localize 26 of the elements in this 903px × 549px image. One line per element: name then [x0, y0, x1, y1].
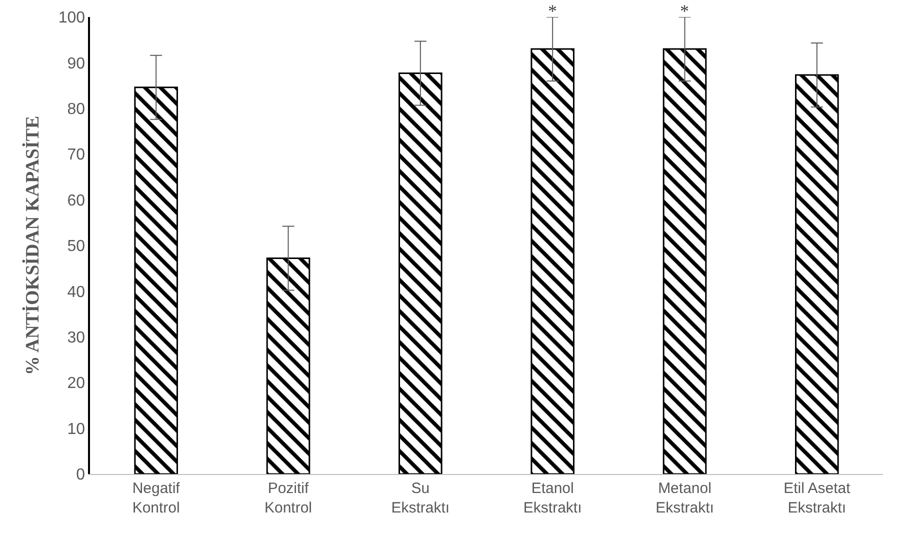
bar: [266, 258, 310, 474]
y-axis-title: % ANTİOKSİDAN KAPASİTE: [22, 116, 44, 376]
y-tick-label: 0: [76, 466, 86, 484]
x-tick-label: Metanol Ekstraktı: [656, 480, 714, 516]
bar: [134, 86, 178, 474]
bar: [398, 72, 442, 474]
y-tick-label: 90: [67, 55, 86, 72]
x-tick-label: Negatif Kontrol: [132, 480, 181, 516]
x-tick-label: Su Ekstraktı: [391, 480, 450, 516]
y-tick-label: 100: [58, 10, 86, 27]
y-tick-label: 70: [67, 146, 86, 164]
y-tick-label: 60: [67, 192, 86, 210]
y-tick-label: 50: [67, 238, 86, 256]
bar: [662, 48, 707, 474]
x-tick-label: Etil Asetat Ekstraktı: [784, 480, 852, 516]
x-tick-label: Pozitif Kontrol: [264, 480, 312, 516]
y-tick-label: 20: [67, 375, 86, 392]
annotation: *: [680, 1, 689, 21]
annotation: *: [548, 1, 557, 21]
bar: [530, 48, 574, 474]
y-tick-label: 10: [67, 420, 86, 438]
y-tick-label: 40: [67, 284, 86, 301]
bar: [795, 74, 839, 474]
y-tick-label: 30: [67, 330, 86, 346]
y-tick-label: 80: [67, 101, 86, 118]
x-tick-label: Etanol Ekstraktı: [523, 480, 582, 516]
